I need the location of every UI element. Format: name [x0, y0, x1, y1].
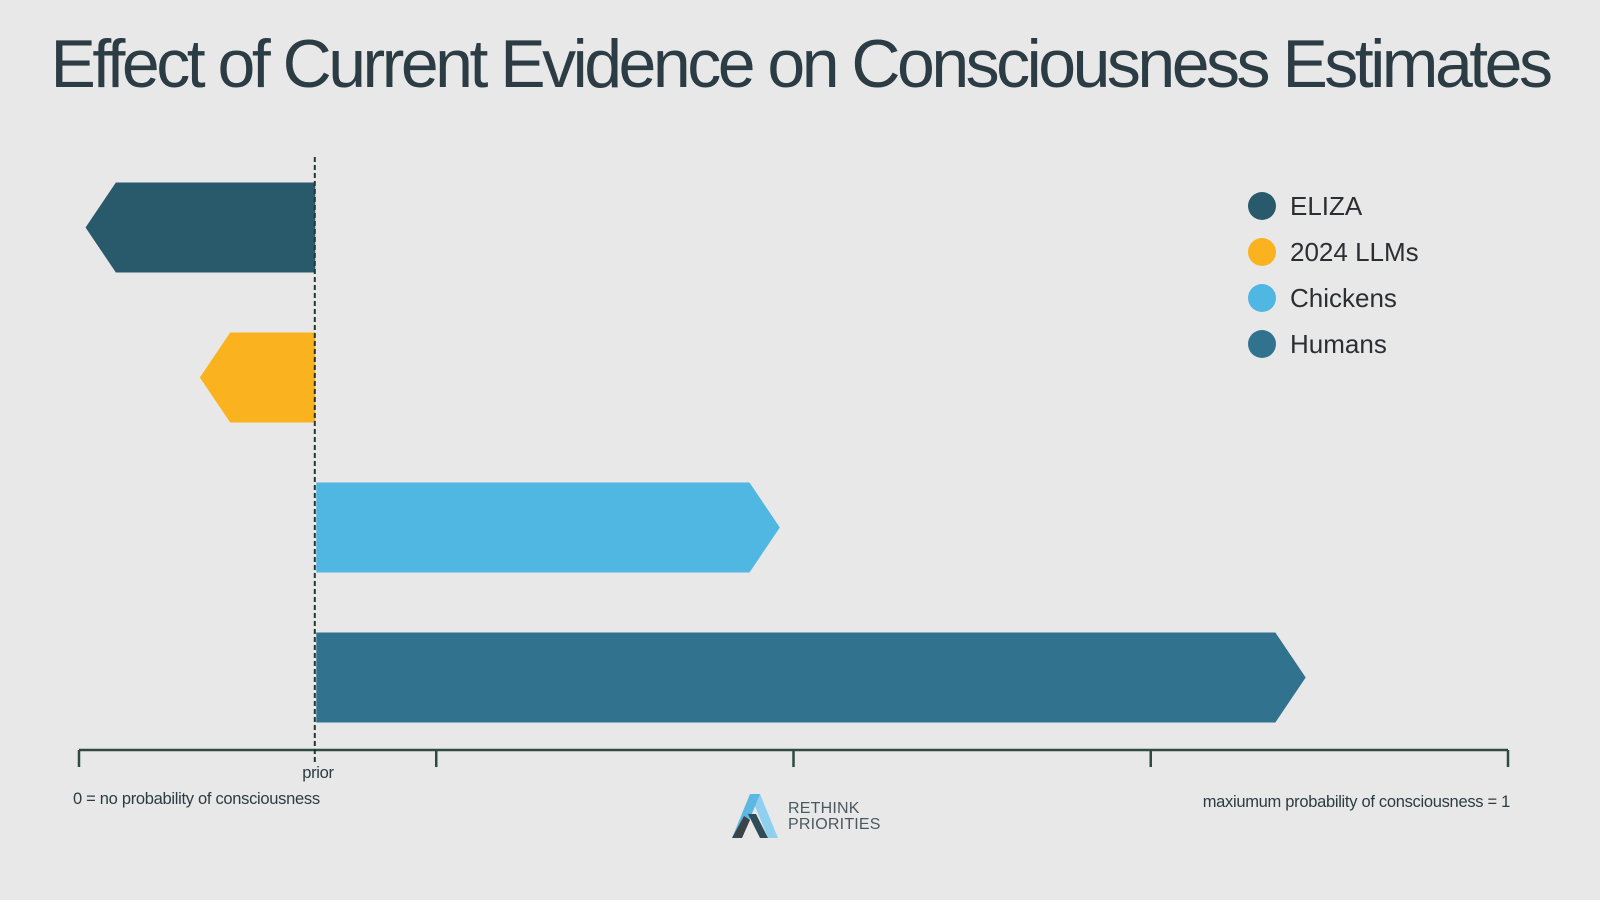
axis-min-label: 0 = no probability of consciousness [73, 790, 320, 808]
logo-line-2: PRIORITIES [788, 816, 881, 833]
legend-swatch-eliza [1248, 192, 1276, 220]
legend-swatch-llms [1248, 238, 1276, 266]
legend-label-humans: Humans [1290, 328, 1387, 359]
logo-line-1: RETHINK [788, 800, 860, 817]
rethink-priorities-logo: RETHINK PRIORITIES [728, 794, 881, 840]
bar-eliza [85, 182, 316, 273]
legend-item-humans: Humans [1248, 321, 1419, 367]
legend-label-llms: 2024 LLMs [1290, 236, 1419, 267]
legend-swatch-humans [1248, 330, 1276, 358]
bar-chickens [316, 482, 780, 573]
legend-label-chickens: Chickens [1290, 282, 1397, 313]
legend-swatch-chickens [1248, 284, 1276, 312]
bar-2024-llms [199, 332, 316, 423]
legend-item-chickens: Chickens [1248, 275, 1419, 321]
legend-item-eliza: ELIZA [1248, 183, 1419, 229]
axis-max-label: maxiumum probability of consciousness = … [1202, 793, 1511, 811]
logo-text: RETHINK PRIORITIES [788, 801, 881, 833]
bar-humans [316, 632, 1306, 723]
legend-item-llms: 2024 LLMs [1248, 229, 1419, 275]
chart-title: Effect of Current Evidence on Consciousn… [50, 26, 1553, 102]
legend: ELIZA 2024 LLMs Chickens Humans [1248, 183, 1419, 367]
rethink-priorities-logo-icon [732, 794, 778, 838]
prior-label: prior [302, 764, 334, 782]
legend-label-eliza: ELIZA [1290, 190, 1363, 221]
